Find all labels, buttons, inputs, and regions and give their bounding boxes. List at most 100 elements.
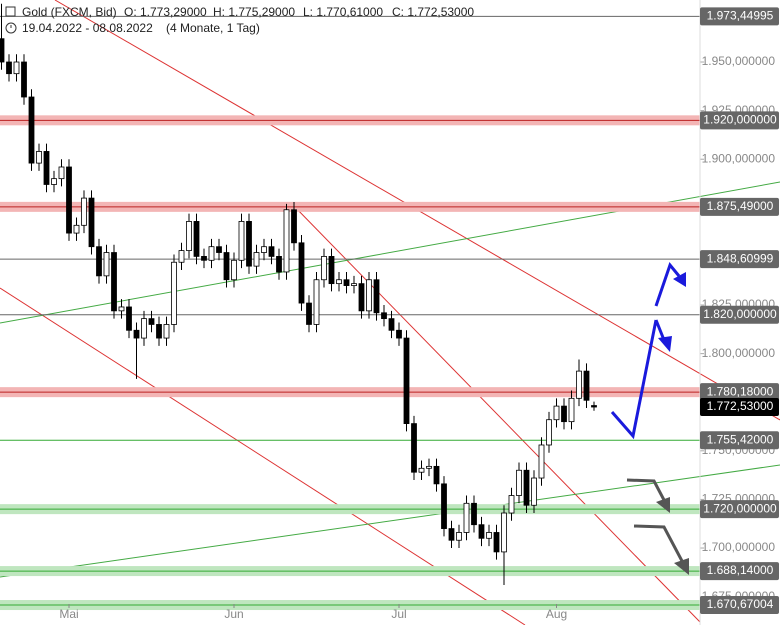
candle-body [373,279,380,314]
candle-body [358,283,365,312]
level-label: 1.875,49000 [707,199,774,213]
header: Gold (FXCM, Bid) O: 1.773,29000 H: 1.775… [5,5,474,35]
y-tick-label: 1.800,000000 [702,346,776,360]
candle-body [268,246,275,257]
candle-body [276,256,282,273]
level-label-box [700,197,779,216]
candle-body [6,61,12,75]
candles [0,3,597,585]
level-label: 1.688,14000 [707,563,774,577]
arrow-head [674,558,689,575]
candle-body [148,318,155,325]
candle-body [36,151,42,164]
candle-body [418,467,425,473]
candle-body [523,469,530,506]
level-label-box [700,383,779,402]
ohlc-close: C: 1.772,53000 [392,5,474,19]
candle-body [246,221,252,267]
period: (4 Monate, 1 Tag) [166,21,260,35]
candle-body [456,532,462,541]
arrow-head [658,336,672,352]
level-label-box [700,305,779,324]
y-tick-label: 1.700,000000 [702,540,776,554]
candle-body [463,502,470,533]
level-label-box [700,398,779,417]
candle-body [493,532,500,553]
candle-body [208,246,215,261]
candle-body [298,242,305,304]
level-label: 1.780,18000 [707,384,774,398]
level-label-box [700,562,779,581]
candle-body [43,151,50,185]
candle-body [553,405,560,421]
trend-line [0,464,780,578]
candle-body [568,397,575,423]
candle-body [118,306,125,312]
level-label: 1.820,000000 [703,307,777,321]
candle-body [591,405,597,408]
blue-path [654,319,666,341]
candle-body [336,279,342,285]
candle-body [501,512,507,553]
candle-body [471,502,477,526]
level-labels: 1.973,44995 1.920,000000 1.875,49000 1.848,… [700,7,779,615]
candle-body [201,256,207,261]
ohlc-open: O: 1.773,29000 [124,5,207,19]
candle-body [508,495,515,514]
candle-body [261,246,267,253]
candle-body [291,209,297,244]
candle-body [283,209,290,273]
level-label: 1.973,44995 [707,9,774,23]
candle-body [223,252,230,281]
candle-body [486,532,492,539]
candle-body [313,279,320,325]
candle-body [13,61,20,75]
date-range: 19.04.2022 - 08.08.2022 [22,21,153,35]
icon [5,22,17,34]
candle-body [343,279,350,286]
candle-body [433,465,440,485]
x-tick-label: Jul [391,607,406,621]
level-label: 1.772,53000 [707,399,774,413]
level-label-box [700,111,779,130]
candle-body [583,370,590,401]
level-label: 1.848,60999 [707,251,774,265]
x-tick-label: Aug [546,607,567,621]
trend-line [292,204,701,623]
level-label-box [700,596,779,615]
candle-body [0,38,5,63]
candle-body [193,221,200,257]
x-tick-label: Mai [59,607,78,621]
x-tick-label: Jun [224,607,243,621]
candle-body [66,166,72,234]
candle-body [366,279,372,312]
ohlc-high: H: 1.775,29000 [213,5,295,19]
candle-body [253,252,260,267]
candle-body [111,252,117,312]
candle-body [441,483,447,529]
candle-body [51,178,57,185]
candle-body [321,256,327,281]
candle-body [231,259,237,281]
candle-body [388,318,395,331]
blue-path [654,261,681,307]
y-tick-label: 1.900,000000 [702,151,776,165]
candle-body [516,469,522,496]
candle-body [58,166,65,180]
candle-body [411,423,417,473]
level-label: 1.755,42000 [707,432,774,446]
candle-body [141,318,147,339]
candle-body [186,221,192,251]
candle-body [216,246,222,253]
candle-body [403,337,410,425]
candle-body [381,312,387,320]
candle-body [133,329,140,339]
level-label: 1.670,67004 [707,597,774,611]
candle-body [238,221,245,261]
candle-body [73,224,80,234]
candle-body [103,252,110,277]
arrow-head [656,497,670,513]
candle-body [96,246,102,277]
